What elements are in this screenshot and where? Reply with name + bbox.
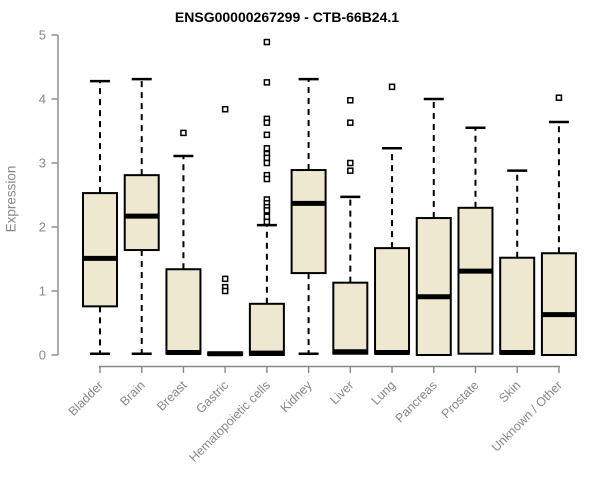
box: [290, 169, 327, 275]
boxplot-skin: [499, 169, 536, 355]
boxplot-unknown-other: [540, 94, 577, 357]
outlier-point: [263, 175, 271, 183]
outlier-point: [263, 154, 271, 162]
y-tick-label: 2: [39, 220, 46, 235]
outlier-point: [263, 207, 271, 214]
boxplot-brain: [123, 77, 160, 355]
box: [457, 206, 494, 355]
y-tick-label: 3: [39, 156, 46, 171]
y-tick-label: 4: [39, 92, 46, 107]
chart-title: ENSG00000267299 - CTB-66B24.1: [174, 9, 400, 25]
x-category-label: Lung: [369, 378, 399, 408]
outlier-point: [263, 218, 271, 226]
x-category-label: Unknown / Other: [489, 378, 565, 454]
outlier-point: [347, 97, 354, 104]
y-tick-label: 0: [39, 348, 46, 363]
outlier-point: [263, 145, 271, 152]
box: [415, 217, 452, 356]
y-tick-label: 5: [39, 28, 46, 43]
x-category-label: Breast: [154, 378, 190, 414]
x-category-label: Kidney: [278, 378, 315, 415]
outlier-point: [263, 159, 271, 167]
x-category-label: Skin: [496, 378, 523, 405]
outlier-point: [221, 275, 229, 283]
boxplot-breast: [165, 129, 202, 355]
box: [332, 281, 369, 355]
boxplot-pancreas: [415, 97, 452, 356]
outlier-point: [555, 94, 563, 101]
outlier-point: [263, 38, 271, 46]
box: [165, 268, 202, 355]
y-axis-label: Expression: [3, 165, 19, 233]
outlier-point: [180, 129, 187, 137]
box: [82, 192, 118, 308]
outlier-point: [263, 79, 271, 86]
x-category-label: Gastric: [193, 378, 231, 416]
outlier-point: [388, 83, 396, 91]
boxplot-gastric: [207, 105, 244, 357]
boxplot-kidney: [290, 77, 327, 355]
outlier-point: [347, 167, 354, 174]
outlier-point: [221, 105, 229, 113]
outlier-point: [263, 131, 271, 139]
box: [374, 247, 411, 355]
boxplot-bladder: [82, 79, 118, 355]
outlier-point: [221, 287, 229, 295]
outlier-point: [347, 119, 354, 126]
x-category-label: Brain: [117, 378, 148, 409]
box: [123, 174, 160, 252]
x-category-label: Pancreas: [393, 378, 440, 425]
boxplot-liver: [332, 97, 369, 355]
x-category-label: Liver: [327, 378, 356, 407]
outlier-point: [263, 213, 271, 221]
x-category-label: Hematopoietic cells: [186, 378, 273, 465]
box: [248, 302, 285, 356]
boxplot-hematopoietic-cells: [248, 38, 285, 356]
outlier-point: [263, 119, 271, 126]
x-category-label: Prostate: [439, 378, 482, 421]
outlier-point: [347, 159, 354, 167]
x-category-label: Bladder: [66, 378, 106, 418]
box: [499, 256, 536, 355]
boxplot-lung: [374, 83, 411, 355]
y-tick-label: 1: [39, 284, 46, 299]
boxplot-prostate: [457, 126, 494, 355]
box: [540, 252, 577, 357]
